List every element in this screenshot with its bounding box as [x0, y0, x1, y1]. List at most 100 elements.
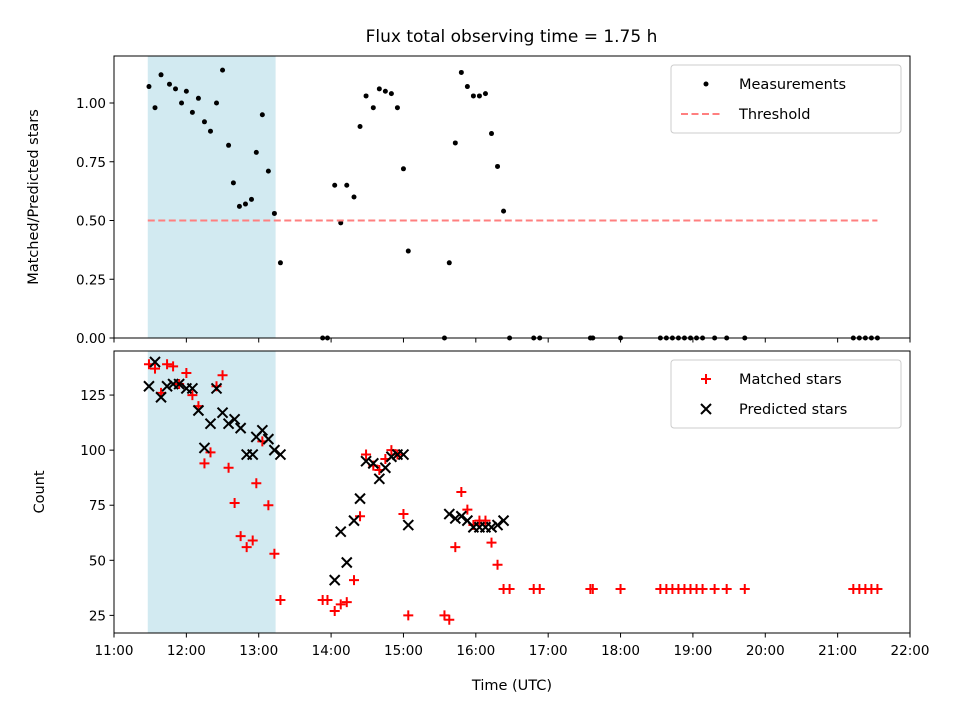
- predicted-stars-point: [246, 448, 259, 461]
- predicted-stars-point: [354, 492, 366, 505]
- x-tick-label: 22:00: [891, 643, 930, 659]
- x-tick-label: 11:00: [95, 643, 134, 659]
- measurements-point: [388, 91, 394, 97]
- matched-stars-point: [386, 445, 397, 456]
- matched-stars-point: [450, 542, 461, 553]
- matched-stars-point: [269, 548, 280, 559]
- predicted-stars-point: [367, 457, 380, 470]
- measurements-point: [183, 88, 189, 94]
- top-panel: 0.00 0.25 0.50 0.75 1.00 Matched/Predicted s…: [26, 55, 911, 347]
- predicted-stars-legend-swatch: [700, 403, 712, 415]
- top-y-axis-label: Matched/Predicted stars: [26, 109, 42, 285]
- measurements-point: [488, 131, 494, 137]
- measurements-point: [248, 196, 254, 202]
- matched-stars-point: [329, 605, 340, 616]
- x-tick-label: 12:00: [167, 643, 206, 659]
- matched-stars-point: [739, 583, 750, 594]
- measurements-point: [476, 93, 482, 99]
- matched-stars-point: [187, 390, 198, 401]
- measurements-point: [495, 163, 501, 169]
- measurements-point: [230, 180, 236, 186]
- matched-stars-point: [241, 542, 252, 553]
- matched-stars-point: [615, 583, 626, 594]
- measurements-point: [470, 93, 476, 99]
- bottom-panel: 11:00 12:00 13:00 14:00 15:00 16:00 17:00 18:00…: [32, 350, 930, 694]
- matched-stars-point: [709, 583, 720, 594]
- measurements-point: [259, 112, 265, 118]
- predicted-stars-point: [379, 462, 392, 474]
- measurements-point: [344, 182, 350, 188]
- measurements-point: [158, 72, 164, 78]
- bot-y-tick-label: 50: [89, 553, 106, 569]
- measurements-point: [195, 95, 201, 101]
- predicted-stars-point: [186, 382, 199, 395]
- matched-stars-point: [462, 504, 473, 515]
- measurements-point: [207, 128, 213, 134]
- measurements-point: [220, 67, 226, 73]
- predicted-stars-point: [192, 404, 205, 417]
- matched-stars-point: [263, 500, 274, 511]
- x-tick-label: 14:00: [312, 643, 351, 659]
- predicted-stars-point: [262, 433, 275, 445]
- measurements-point: [501, 208, 507, 214]
- measurements-legend-swatch: [703, 81, 709, 87]
- bot-y-tick-label: 125: [80, 388, 106, 404]
- measurements-point: [338, 220, 344, 226]
- matched-stars-legend-label: Matched stars: [739, 372, 842, 388]
- predicted-stars-point: [268, 444, 281, 456]
- measurements-point: [363, 93, 369, 99]
- predicted-stars-point: [228, 413, 241, 426]
- x-tick-label: 19:00: [673, 643, 712, 659]
- x-tick-label: 18:00: [601, 643, 640, 659]
- threshold-legend-label: Threshold: [738, 107, 810, 123]
- x-tick-label: 21:00: [818, 643, 857, 659]
- matched-stars-point: [205, 447, 216, 458]
- measurements-point: [236, 203, 242, 209]
- matched-stars-point: [504, 583, 515, 594]
- matched-stars-point: [456, 487, 467, 497]
- measurements-point: [351, 194, 357, 200]
- matched-stars-point: [403, 610, 414, 621]
- measurements-point: [253, 149, 259, 155]
- measurements-legend-label: Measurements: [739, 77, 846, 93]
- predicted-stars-point: [173, 378, 185, 390]
- measurements-point: [400, 166, 406, 172]
- measurements-point: [214, 100, 220, 106]
- measurements-point: [482, 91, 488, 97]
- predicted-stars-point: [443, 508, 455, 520]
- matched-stars-point: [181, 368, 192, 379]
- measurements-point: [370, 105, 376, 111]
- matched-stars-point: [361, 449, 372, 460]
- predicted-stars-point: [497, 514, 510, 527]
- matched-stars-point: [721, 583, 732, 594]
- matched-stars-point: [534, 583, 545, 594]
- predicted-stars-point: [402, 519, 414, 531]
- matched-stars-point: [150, 363, 161, 374]
- measurements-point: [201, 119, 207, 125]
- x-tick-label: 16:00: [456, 643, 495, 659]
- bottom-plot-frame: [113, 350, 911, 634]
- matched-stars-point: [322, 594, 333, 605]
- measurements-point: [382, 88, 388, 94]
- measurements-point: [332, 182, 338, 188]
- measurements-point: [452, 140, 458, 146]
- predicted-stars-point: [210, 382, 223, 395]
- top-legend-box: [670, 64, 902, 134]
- measurements-point: [166, 81, 172, 87]
- x-tick-label: 15:00: [384, 643, 423, 659]
- measurements-point: [394, 105, 400, 111]
- top-legend: Measurements Threshold: [670, 64, 902, 134]
- bot-y-tick-label: 100: [80, 443, 106, 459]
- predicted-stars-point: [491, 519, 504, 531]
- predicted-stars-legend-label: Predicted stars: [739, 402, 847, 418]
- top-y-tick-label: 0.00: [76, 331, 106, 347]
- measurements-point: [464, 84, 470, 90]
- predicted-stars-point: [222, 417, 235, 430]
- predicted-stars-point: [274, 448, 287, 461]
- matched-stars-point: [251, 478, 262, 489]
- matched-stars-point: [444, 614, 455, 625]
- measurements-point: [265, 168, 271, 174]
- predicted-stars-point: [335, 525, 347, 538]
- predicted-stars-point: [385, 451, 398, 463]
